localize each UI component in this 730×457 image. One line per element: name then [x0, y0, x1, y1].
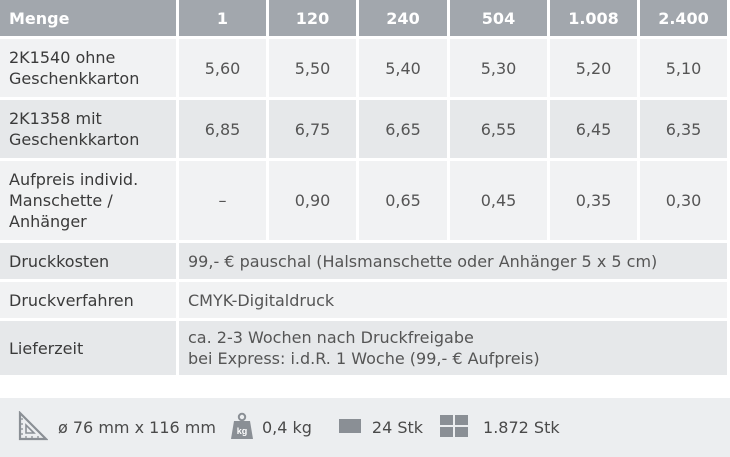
info-line: 99,- € pauschal (Halsmanschette oder Anh… [188, 251, 658, 271]
table-row: Aufpreis individ. Manschette / Anhänger … [0, 161, 727, 240]
price-cell: 5,60 [179, 39, 266, 97]
price-cell: 0,30 [640, 161, 727, 240]
header-qty-1: 1 [179, 0, 266, 36]
price-cell: 5,10 [640, 39, 727, 97]
carton-spec: 24 Stk [338, 417, 423, 439]
row-label-line: Geschenkkarton [9, 69, 140, 88]
price-table: Menge 1 120 240 504 1.008 2.400 2K1540 o… [0, 0, 727, 375]
header-qty-1008: 1.008 [550, 0, 637, 36]
pallet-icon [439, 414, 469, 442]
row-label-line: Aufpreis individ. [9, 170, 139, 189]
table-row: Lieferzeit ca. 2-3 Wochen nach Druckfrei… [0, 321, 727, 375]
price-cell: 5,50 [269, 39, 356, 97]
price-cell: 5,40 [359, 39, 447, 97]
info-line: bei Express: i.d.R. 1 Woche (99,- € Aufp… [188, 349, 540, 368]
carton-text: 24 Stk [371, 418, 424, 437]
price-cell: 6,55 [450, 100, 547, 158]
info-line: CMYK-Digitaldruck [188, 290, 335, 310]
info-cell: CMYK-Digitaldruck [179, 282, 727, 318]
row-label-line: 2K1358 mit [9, 109, 102, 128]
row-label: Lieferzeit [0, 321, 176, 375]
price-cell: 0,45 [450, 161, 547, 240]
info-cell: ca. 2-3 Wochen nach Druckfreigabe bei Ex… [179, 321, 727, 375]
pallet-text: 1.872 Stk [483, 418, 560, 437]
row-label-line: Anhänger [9, 212, 87, 231]
price-cell: 0,35 [550, 161, 637, 240]
row-label-line: Manschette / [9, 191, 113, 210]
header-qty-120: 120 [269, 0, 356, 36]
price-cell: 6,75 [269, 100, 356, 158]
dimensions-spec: ø 76 mm x 116 mm [18, 409, 216, 445]
row-label-line: Geschenkkarton [9, 130, 140, 149]
table-row: Druckverfahren CMYK-Digitaldruck [0, 282, 727, 318]
product-specs-footer: ø 76 mm x 116 mm kg 0,4 kg 24 Stk [0, 398, 730, 457]
header-qty-504: 504 [450, 0, 547, 36]
table-row: 2K1358 mit Geschenkkarton 6,85 6,75 6,65… [0, 100, 727, 158]
row-label: 2K1358 mit Geschenkkarton [0, 100, 176, 158]
set-square-icon [18, 409, 49, 445]
carton-icon [338, 417, 362, 439]
header-qty-240: 240 [359, 0, 447, 36]
weight-icon: kg [230, 412, 254, 444]
price-cell: 5,30 [450, 39, 547, 97]
price-cell: 6,65 [359, 100, 447, 158]
info-cell: 99,- € pauschal (Halsmanschette oder Anh… [179, 243, 727, 279]
info-line: ca. 2-3 Wochen nach Druckfreigabe [188, 328, 474, 347]
header-row: Menge 1 120 240 504 1.008 2.400 [0, 0, 727, 36]
weight-icon-label: kg [237, 426, 248, 436]
pallet-spec: 1.872 Stk [439, 414, 560, 442]
table-row: 2K1540 ohne Geschenkkarton 5,60 5,50 5,4… [0, 39, 727, 97]
row-label: Druckverfahren [0, 282, 176, 318]
table-row: Druckkosten 99,- € pauschal (Halsmansche… [0, 243, 727, 279]
price-cell: 0,65 [359, 161, 447, 240]
row-label: 2K1540 ohne Geschenkkarton [0, 39, 176, 97]
weight-spec: kg 0,4 kg [230, 412, 312, 444]
dimensions-text: ø 76 mm x 116 mm [58, 418, 216, 437]
row-label: Druckkosten [0, 243, 176, 279]
price-cell: 5,20 [550, 39, 637, 97]
header-quantity-label: Menge [0, 0, 176, 36]
price-cell: 6,85 [179, 100, 266, 158]
weight-text: 0,4 kg [261, 418, 312, 437]
header-qty-2400: 2.400 [640, 0, 727, 36]
row-label-line: 2K1540 ohne [9, 48, 116, 67]
price-cell: 0,90 [269, 161, 356, 240]
price-cell: 6,45 [550, 100, 637, 158]
price-cell: 6,35 [640, 100, 727, 158]
price-cell: – [179, 161, 266, 240]
row-label: Aufpreis individ. Manschette / Anhänger [0, 161, 176, 240]
